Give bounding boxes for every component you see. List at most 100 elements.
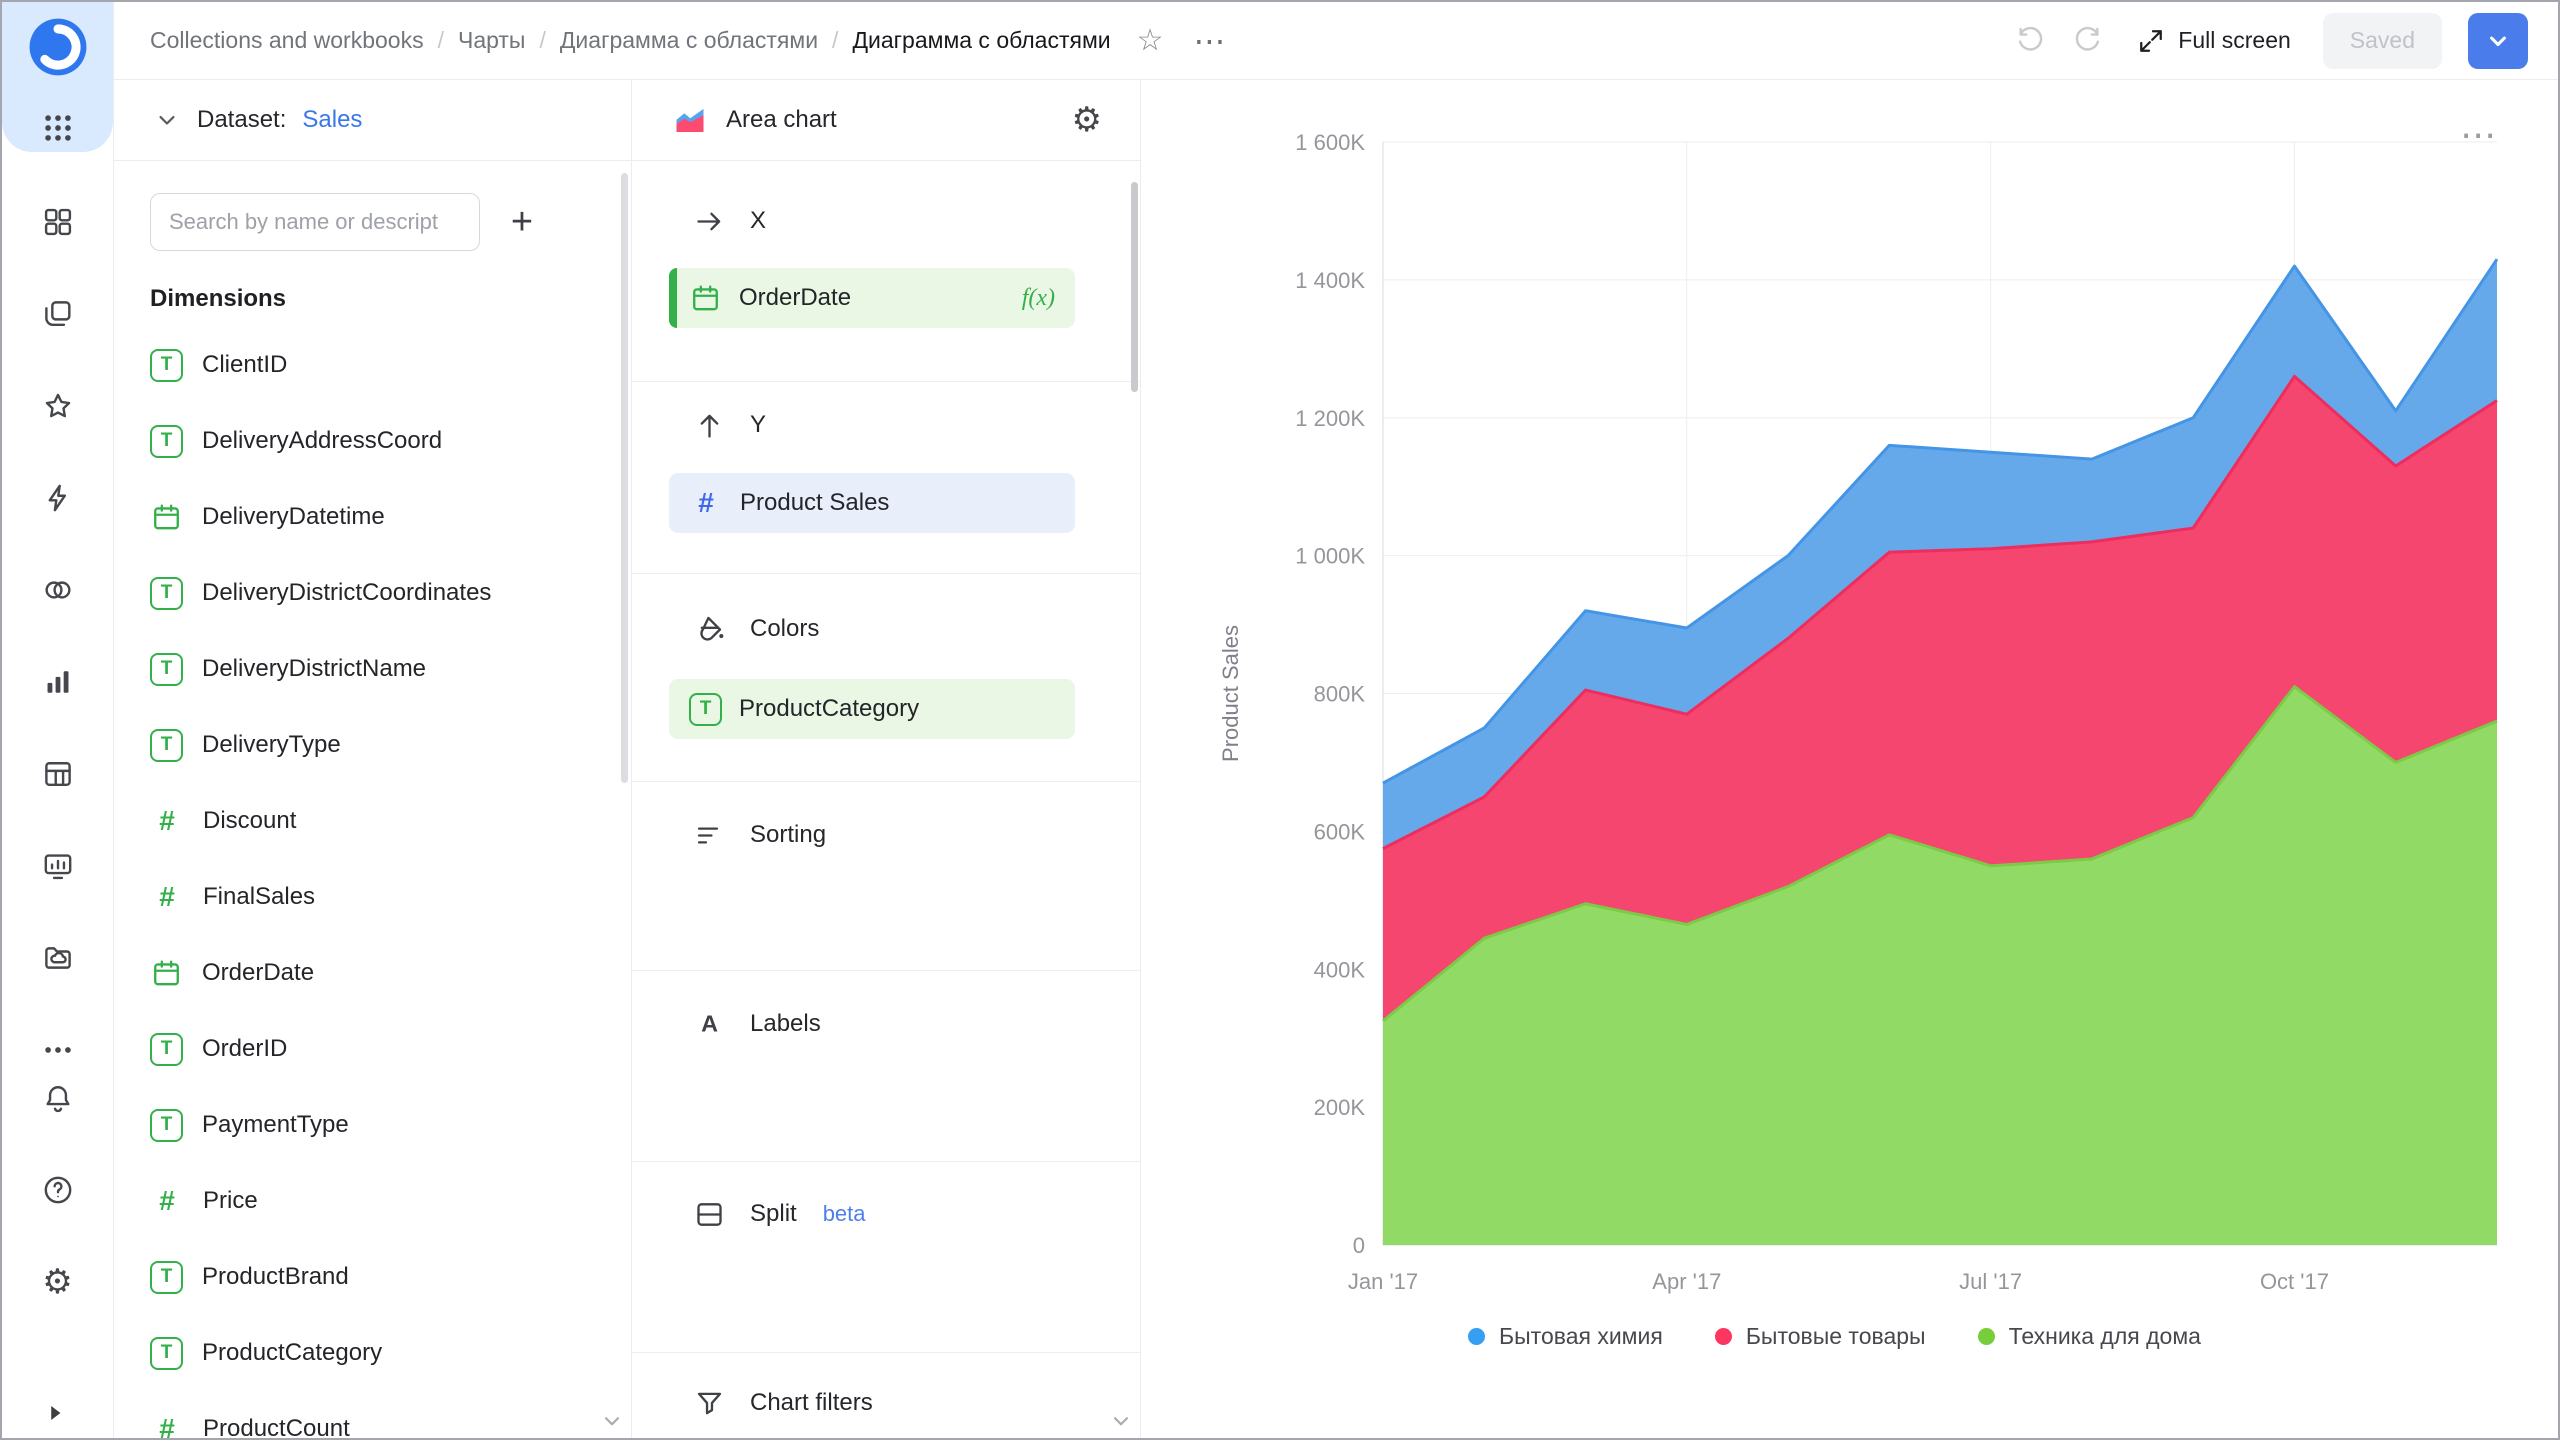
section-x: X xyxy=(693,201,766,241)
help-question-icon[interactable] xyxy=(34,1166,82,1214)
field-item[interactable]: # Price xyxy=(113,1163,621,1239)
field-chip[interactable]: # Product Sales xyxy=(669,473,1075,533)
scroll-down-icon[interactable] xyxy=(599,1408,625,1434)
quick-actions-bolt-icon[interactable] xyxy=(34,474,82,522)
dataset-panel: Dataset: Sales + Dimensions T ClientID T De… xyxy=(113,80,632,1438)
notifications-bell-icon[interactable] xyxy=(34,1074,82,1122)
legend-dot xyxy=(1468,1328,1486,1345)
svg-text:Product Sales: Product Sales xyxy=(1218,625,1243,762)
config-scrollbar[interactable] xyxy=(1131,182,1138,392)
colors-bucket-icon xyxy=(693,613,726,646)
area-chart-icon[interactable] xyxy=(672,102,708,138)
number-type-icon: # xyxy=(159,805,175,836)
field-name: DeliveryDistrictName xyxy=(202,655,427,682)
legend-item[interactable]: Бытовые товары xyxy=(1714,1323,1926,1350)
storage-folder-icon[interactable] xyxy=(34,934,82,982)
section-split: Split beta xyxy=(693,1194,866,1234)
add-field-button[interactable]: + xyxy=(496,196,548,248)
breadcrumb-item[interactable]: Collections and workbooks xyxy=(150,27,424,53)
field-name: ProductCategory xyxy=(202,1339,383,1366)
field-name: OrderID xyxy=(202,1035,288,1062)
section-divider xyxy=(632,1161,1140,1162)
legend-item[interactable]: Техника для дома xyxy=(1977,1323,2201,1350)
field-item[interactable]: T ProductBrand xyxy=(113,1239,621,1315)
number-type-icon: # xyxy=(159,1413,175,1438)
saved-button[interactable]: Saved xyxy=(2322,12,2442,69)
top-bar: Collections and workbooks / Чарты / Диаграмм… xyxy=(113,2,2558,80)
expand-panel-icon[interactable] xyxy=(42,1400,68,1426)
collections-icon[interactable] xyxy=(34,290,82,338)
scroll-down-icon[interactable] xyxy=(1108,1408,1134,1434)
dataset-header: Dataset: Sales xyxy=(113,80,631,161)
legend-item[interactable]: Бытовая химия xyxy=(1468,1323,1663,1350)
field-item[interactable]: T DeliveryDistrictName xyxy=(113,631,621,707)
legend-dot xyxy=(1977,1328,1995,1345)
section-divider xyxy=(632,781,1140,782)
svg-text:1 200K: 1 200K xyxy=(1295,406,1365,431)
field-item[interactable]: T DeliveryType xyxy=(113,707,621,783)
charts-bars-icon[interactable] xyxy=(34,658,82,706)
string-type-icon: T xyxy=(150,424,183,458)
breadcrumb-separator: / xyxy=(437,27,444,53)
save-dropdown-button[interactable] xyxy=(2468,12,2528,69)
favorites-star-icon[interactable] xyxy=(34,382,82,430)
field-name: Price xyxy=(203,1187,258,1214)
apps-grid-icon[interactable] xyxy=(34,104,82,152)
dataset-scrollbar[interactable] xyxy=(621,173,628,783)
stacked-area-chart[interactable]: 0 200K 400K 600K 800K 1 000K 1 200K 1 400K 1 600… xyxy=(1141,80,2541,1315)
chart-legend: Бытовая химия Бытовые товары Техника для… xyxy=(1141,1323,2528,1350)
dimensions-list: T ClientID T DeliveryAddressCoord DeliveryDa… xyxy=(113,327,621,1438)
legend-dot xyxy=(1714,1328,1732,1345)
field-item[interactable]: # FinalSales xyxy=(113,859,621,935)
field-item[interactable]: T ProductCategory xyxy=(113,1315,621,1391)
full-screen-button[interactable]: Full screen xyxy=(2130,25,2296,57)
dashboards-icon[interactable] xyxy=(34,198,82,246)
field-search-row: + xyxy=(150,193,548,251)
field-item[interactable]: # ProductCount xyxy=(113,1391,621,1438)
field-item[interactable]: T DeliveryAddressCoord xyxy=(113,403,621,479)
field-item[interactable]: T PaymentType xyxy=(113,1087,621,1163)
svg-text:1 000K: 1 000K xyxy=(1295,544,1365,569)
monitoring-screen-icon[interactable] xyxy=(34,842,82,890)
field-item[interactable]: DeliveryDatetime xyxy=(113,479,621,555)
rail-main-icons xyxy=(34,198,82,1074)
datasets-circles-icon[interactable] xyxy=(34,566,82,614)
left-rail: ⚙ xyxy=(2,2,114,1438)
field-chip[interactable]: OrderDate f(x) xyxy=(669,268,1075,328)
undo-icon[interactable] xyxy=(2014,23,2046,58)
chart-menu-icon[interactable]: ⋯ xyxy=(2454,116,2502,154)
section-divider xyxy=(632,573,1140,574)
breadcrumb-item[interactable]: Диаграмма с областями xyxy=(559,27,819,53)
field-item[interactable]: T ClientID xyxy=(113,327,621,403)
string-type-icon: T xyxy=(689,692,722,726)
filter-funnel-icon xyxy=(693,1387,726,1420)
split-rect-icon xyxy=(693,1198,726,1231)
settings-gear-icon[interactable]: ⚙ xyxy=(34,1258,82,1306)
more-ellipsis-icon[interactable] xyxy=(34,1026,82,1074)
svg-text:1 600K: 1 600K xyxy=(1295,130,1365,155)
tables-grid-icon[interactable] xyxy=(34,750,82,798)
breadcrumb-item[interactable]: Диаграмма с областями xyxy=(852,27,1111,53)
svg-text:Jul '17: Jul '17 xyxy=(1959,1269,2022,1294)
redo-icon[interactable] xyxy=(2072,23,2104,58)
breadcrumb-item[interactable]: Чарты xyxy=(457,27,526,53)
field-item[interactable]: T OrderID xyxy=(113,1011,621,1087)
chevron-down-icon[interactable] xyxy=(153,106,181,134)
more-options-icon[interactable]: ⋯ xyxy=(1188,24,1232,58)
field-chip[interactable]: T ProductCategory xyxy=(669,679,1075,739)
formula-icon[interactable]: f(x) xyxy=(1021,284,1055,311)
dataset-name-link[interactable]: Sales xyxy=(302,106,363,133)
field-item[interactable]: T DeliveryDistrictCoordinates xyxy=(113,555,621,631)
chart-area: ⋯ 0 200K 400K 600K 800K 1 000K 1 200K 1 400K 1 6… xyxy=(1141,80,2558,1438)
favorite-star-icon[interactable]: ☆ xyxy=(1131,25,1170,57)
chart-settings-gear-icon[interactable]: ⚙ xyxy=(1066,102,1108,138)
chip-field-name: Product Sales xyxy=(740,489,890,516)
field-item[interactable]: OrderDate xyxy=(113,935,621,1011)
field-item[interactable]: # Discount xyxy=(113,783,621,859)
full-screen-label: Full screen xyxy=(2178,27,2291,53)
datalens-logo[interactable] xyxy=(27,16,89,78)
svg-text:Oct '17: Oct '17 xyxy=(2260,1269,2329,1294)
search-input[interactable] xyxy=(150,193,480,251)
string-type-icon: T xyxy=(150,1032,183,1066)
